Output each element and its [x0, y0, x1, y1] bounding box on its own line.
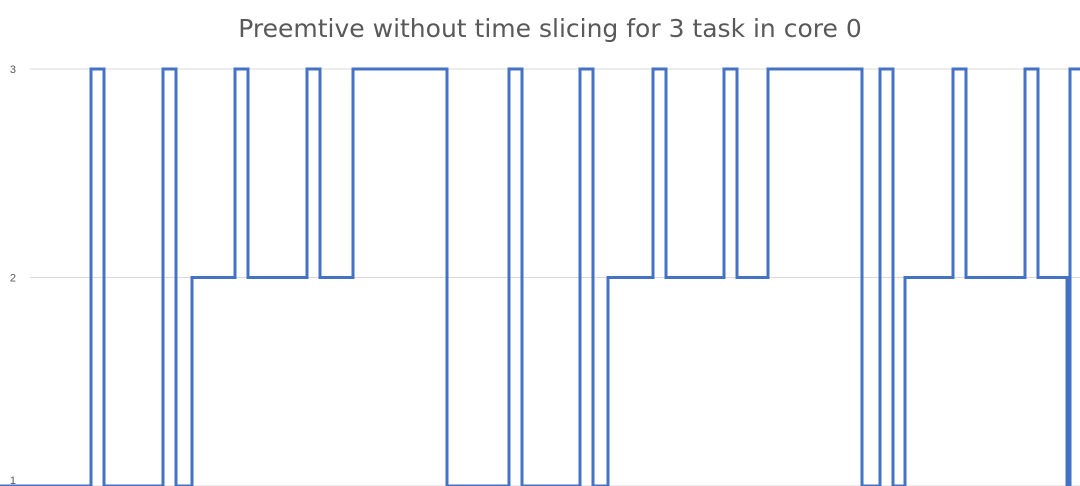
y-tick-label: 2 [10, 273, 16, 285]
y-tick-label: 1 [10, 475, 16, 486]
y-tick-label: 3 [10, 64, 16, 76]
